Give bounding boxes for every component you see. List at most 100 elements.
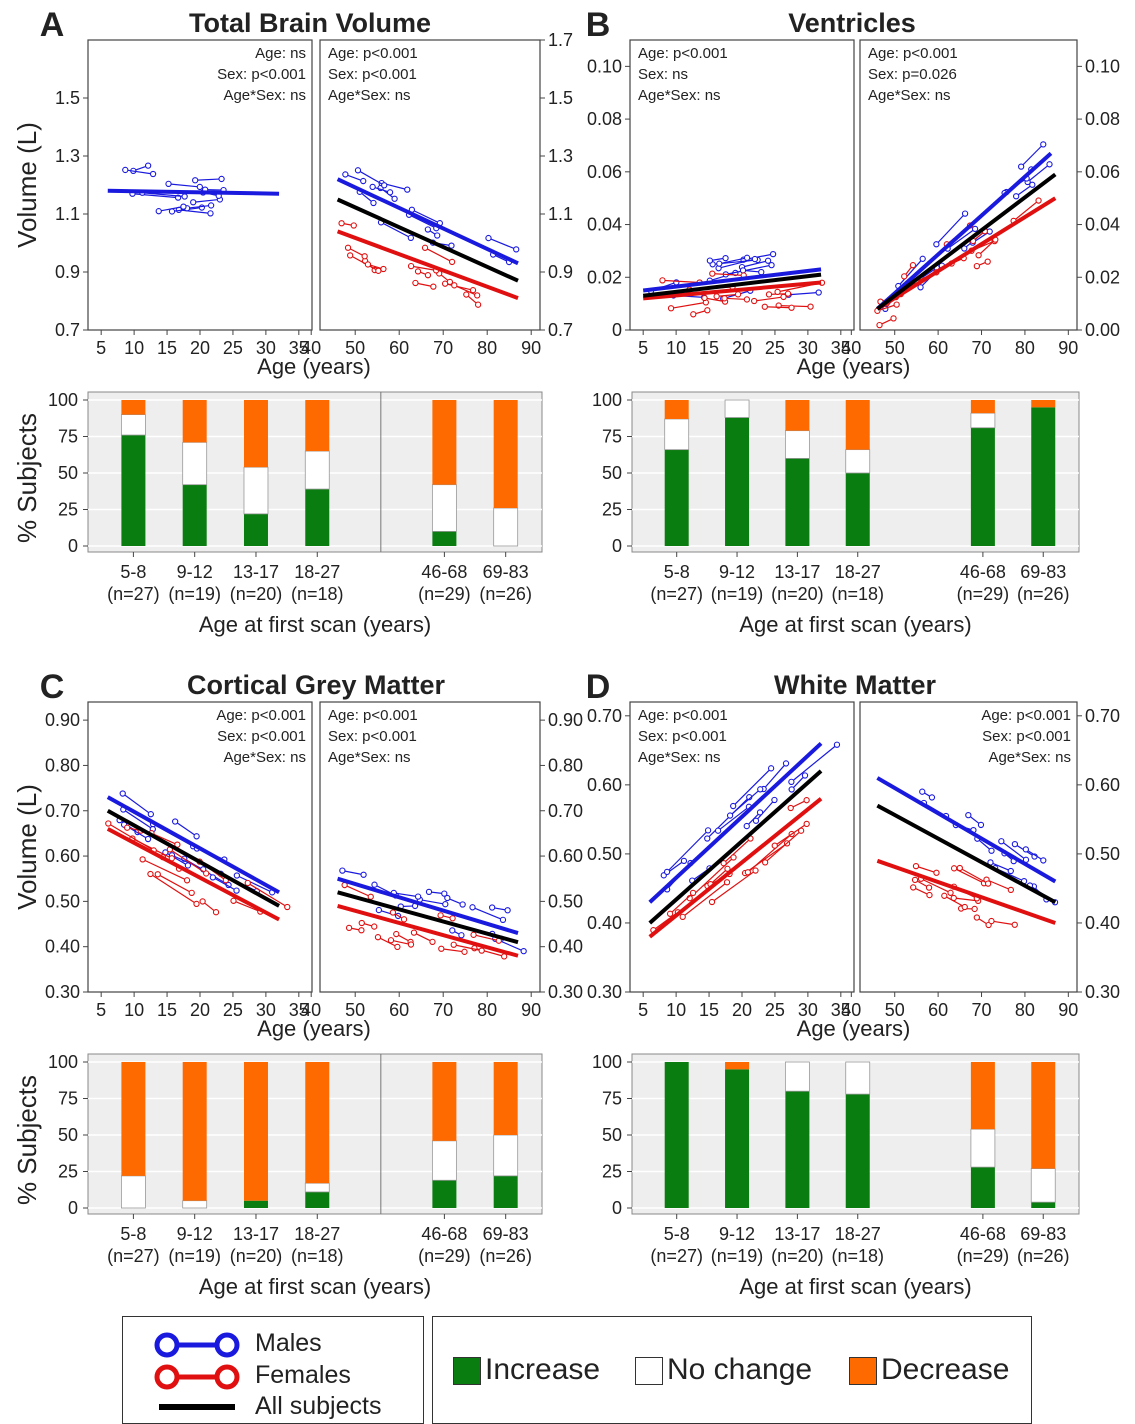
y-tick-label: 1.5: [55, 88, 80, 108]
trajectory-point: [411, 930, 416, 935]
y-axis-label: Volume (L): [12, 784, 42, 910]
x-tick-label: 5: [96, 1000, 106, 1020]
bar-nochange: [183, 1201, 207, 1208]
bars-x-tick-label: 9-12: [177, 562, 213, 582]
trajectory-point: [231, 898, 236, 903]
trajectory-point: [106, 821, 111, 826]
trajectory-point: [140, 857, 145, 862]
trajectory-point: [408, 263, 413, 268]
trajectory-point: [731, 855, 736, 860]
bars-x-tick-label: 13-17: [233, 1224, 279, 1244]
trajectory-point: [1012, 922, 1017, 927]
trajectory-point: [752, 298, 757, 303]
bar-decrease: [432, 400, 456, 485]
bar-decrease: [121, 1062, 145, 1176]
bars-y-tick-label: 75: [602, 1089, 622, 1109]
trajectory-point: [210, 875, 215, 880]
legend-females-label: Females: [255, 1361, 351, 1390]
bars-x-tick-label: 13-17: [774, 562, 820, 582]
x-tick-label: 15: [157, 1000, 177, 1020]
trajectory-point: [372, 924, 377, 929]
x-tick-label: 90: [1058, 1000, 1078, 1020]
trajectory-point: [948, 890, 953, 895]
bars-y-axis-label: % Subjects: [12, 413, 42, 543]
trajectory-point: [450, 916, 455, 921]
bar-stack: [183, 400, 207, 546]
bars-x-tick-sublabel: (n=19): [711, 1246, 764, 1266]
trajectory-point: [753, 868, 758, 873]
stats-text: Sex: p<0.001: [982, 728, 1071, 745]
bar-increase: [183, 485, 207, 546]
bars-x-axis-label: Age at first scan (years): [199, 1274, 431, 1299]
y-tick-label: 1.1: [55, 204, 80, 224]
x-tick-label: 20: [732, 1000, 752, 1020]
y-tick-label: 0.02: [1085, 267, 1120, 287]
x-tick-label: 80: [1015, 1000, 1035, 1020]
y-tick-label: 0.70: [1085, 706, 1120, 726]
x-tick-label: 20: [190, 1000, 210, 1020]
y-tick-label: 0.7: [55, 320, 80, 340]
y-tick-label: 0.10: [1085, 56, 1120, 76]
trajectory-point: [208, 211, 213, 216]
bars-x-tick-sublabel: (n=27): [650, 1246, 703, 1266]
trajectory-point: [989, 918, 994, 923]
trajectory-point: [927, 892, 932, 897]
trajectory-point: [343, 172, 348, 177]
bars-x-tick-sublabel: (n=26): [1017, 584, 1070, 604]
trajectory-point: [986, 881, 991, 886]
trajectory-point: [962, 904, 967, 909]
nochange-swatch: [635, 1357, 663, 1385]
y-tick-label: 1.5: [548, 88, 573, 108]
trajectory-point: [219, 176, 224, 181]
x-tick-label: 90: [1058, 338, 1078, 358]
trajectory-point: [486, 235, 491, 240]
trajectory-point: [715, 828, 720, 833]
trajectory-point: [431, 284, 436, 289]
bar-nochange: [785, 1062, 809, 1091]
trajectory-point: [148, 812, 153, 817]
bar-nochange: [432, 1141, 456, 1180]
trajectory-point: [934, 242, 939, 247]
panel-letter: C: [40, 668, 65, 706]
trajectory-point: [361, 178, 366, 183]
bars-x-tick-sublabel: (n=29): [957, 1246, 1010, 1266]
trajectory-point: [450, 259, 455, 264]
x-tick-label: 25: [223, 338, 243, 358]
bar-increase: [971, 428, 995, 546]
bars-x-tick-sublabel: (n=18): [831, 1246, 884, 1266]
stats-text: Age: p<0.001: [638, 707, 728, 724]
trajectory-point: [438, 913, 443, 918]
trajectory-point: [934, 870, 939, 875]
x-tick-label: 20: [732, 338, 752, 358]
stats-text: Sex: ns: [638, 66, 688, 83]
x-tick-label: 70: [972, 1000, 992, 1020]
y-axis-label: Volume (L): [12, 122, 42, 248]
y-tick-label: 0.90: [45, 710, 80, 730]
bar-stack: [244, 1062, 268, 1208]
bar-stack: [665, 1062, 689, 1208]
trajectory-point: [189, 890, 194, 895]
bar-stack: [725, 400, 749, 546]
trajectory-point: [808, 304, 813, 309]
y-tick-label: 0.30: [1085, 982, 1120, 1002]
trajectory-point: [789, 779, 794, 784]
trajectory-point: [376, 268, 381, 273]
bars-x-axis-label: Age at first scan (years): [199, 612, 431, 637]
bar-decrease: [846, 400, 870, 450]
bars-y-tick-label: 100: [48, 390, 78, 410]
right-plot-frame: [860, 702, 1077, 992]
y-tick-label: 0.08: [587, 109, 622, 129]
trajectory-point: [745, 870, 750, 875]
trajectory-point: [505, 908, 510, 913]
bars-x-tick-sublabel: (n=29): [418, 1246, 471, 1266]
trajectory-point: [911, 885, 916, 890]
trajectory-point: [769, 766, 774, 771]
bar-nochange: [305, 1183, 329, 1192]
bar-increase: [432, 531, 456, 546]
y-tick-label: 0.60: [45, 846, 80, 866]
x-tick-label: 70: [433, 1000, 453, 1020]
bar-decrease: [305, 400, 329, 451]
trajectory-point: [443, 902, 448, 907]
trajectory-point: [974, 915, 979, 920]
bars-x-tick-label: 46-68: [960, 1224, 1006, 1244]
